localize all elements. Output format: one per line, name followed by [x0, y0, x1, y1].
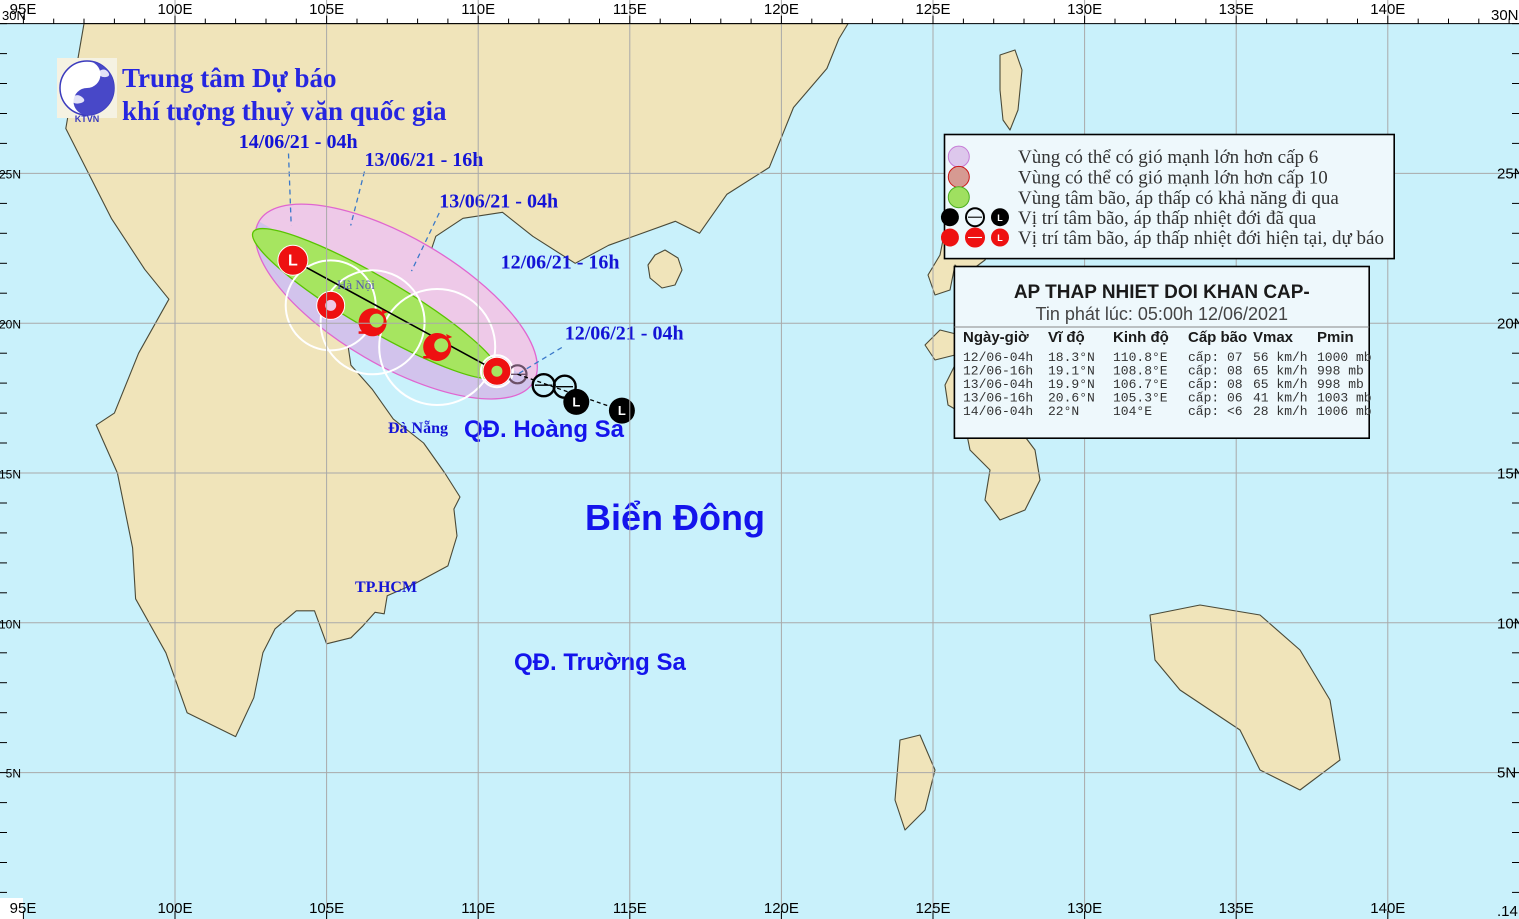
svg-text:Vmax: Vmax	[1253, 329, 1294, 346]
svg-text:L: L	[997, 233, 1003, 243]
svg-text:10N: 10N	[1497, 616, 1519, 633]
svg-text:140E: 140E	[1370, 1, 1405, 18]
svg-text:105E: 105E	[309, 1, 344, 18]
svg-text:cấp: <6: cấp: <6	[1188, 404, 1243, 419]
svg-text:20N: 20N	[1497, 316, 1519, 333]
svg-text:30N: 30N	[2, 8, 26, 23]
svg-text:KTVN: KTVN	[75, 114, 100, 124]
svg-text:110E: 110E	[461, 900, 495, 917]
svg-text:Vĩ độ: Vĩ độ	[1048, 329, 1085, 346]
svg-text:5N: 5N	[6, 767, 21, 781]
svg-text:Pmin: Pmin	[1317, 329, 1354, 346]
svg-text:Vùng có thể có gió mạnh lớn hơ: Vùng có thể có gió mạnh lớn hơn cấp 10	[1018, 168, 1328, 189]
svg-text:QĐ. Hoàng Sa: QĐ. Hoàng Sa	[464, 416, 625, 443]
svg-text:22°N: 22°N	[1048, 404, 1079, 419]
svg-text:135E: 135E	[1219, 1, 1254, 18]
svg-text:140E: 140E	[1370, 900, 1405, 917]
svg-text:Vị trí tâm bão, áp thấp nhiệt: Vị trí tâm bão, áp thấp nhiệt đới hiện t…	[1018, 228, 1384, 249]
svg-text:Biển Đông: Biển Đông	[585, 497, 765, 538]
svg-text:.14: .14	[1497, 903, 1518, 919]
svg-text:Đà Nẵng: Đà Nẵng	[388, 420, 448, 437]
svg-text:13/06/21 - 16h: 13/06/21 - 16h	[365, 149, 484, 171]
svg-text:125E: 125E	[915, 900, 950, 917]
svg-text:100E: 100E	[157, 1, 192, 18]
svg-text:L: L	[288, 253, 298, 270]
svg-text:Trung tâm Dự báo: Trung tâm Dự báo	[122, 63, 336, 93]
svg-text:L: L	[572, 395, 580, 410]
svg-text:130E: 130E	[1067, 1, 1102, 18]
svg-text:25N: 25N	[1497, 166, 1519, 183]
svg-text:Hà Nội: Hà Nội	[337, 277, 375, 292]
svg-text:95E: 95E	[10, 900, 37, 917]
svg-text:1006 mb: 1006 mb	[1317, 404, 1372, 419]
svg-text:20N: 20N	[0, 318, 21, 332]
svg-text:14/06-04h: 14/06-04h	[963, 404, 1033, 419]
svg-text:12/06/21 - 04h: 12/06/21 - 04h	[565, 323, 684, 345]
svg-text:12/06/21 - 16h: 12/06/21 - 16h	[501, 251, 620, 273]
svg-text:Ngày-giờ: Ngày-giờ	[963, 329, 1029, 346]
svg-text:130E: 130E	[1067, 900, 1102, 917]
svg-text:104°E: 104°E	[1113, 404, 1152, 419]
svg-text:Tin phát lúc: 05:00h 12/06/202: Tin phát lúc: 05:00h 12/06/2021	[1036, 304, 1289, 324]
svg-text:13/06/21 - 04h: 13/06/21 - 04h	[439, 191, 558, 213]
svg-text:28 km/h: 28 km/h	[1253, 404, 1308, 419]
svg-text:25N: 25N	[0, 168, 21, 182]
svg-text:TP.HCM: TP.HCM	[355, 579, 417, 596]
svg-text:115E: 115E	[613, 1, 647, 18]
svg-text:AP THAP NHIET DOI KHAN CAP-: AP THAP NHIET DOI KHAN CAP-	[1014, 282, 1310, 303]
svg-text:L: L	[997, 213, 1003, 223]
svg-text:Vùng có thể có gió mạnh lớn hơ: Vùng có thể có gió mạnh lớn hơn cấp 6	[1018, 147, 1318, 168]
svg-text:15N: 15N	[1497, 466, 1519, 483]
svg-text:14/06/21 - 04h: 14/06/21 - 04h	[239, 131, 358, 153]
svg-text:120E: 120E	[764, 900, 799, 917]
svg-text:105E: 105E	[309, 900, 344, 917]
svg-text:110E: 110E	[461, 1, 495, 18]
svg-text:100E: 100E	[157, 900, 192, 917]
svg-text:Cấp bão: Cấp bão	[1188, 329, 1247, 346]
svg-text:Kinh độ: Kinh độ	[1113, 329, 1169, 346]
svg-text:115E: 115E	[613, 900, 647, 917]
svg-text:khí tượng thuỷ văn quốc gia: khí tượng thuỷ văn quốc gia	[122, 96, 447, 126]
svg-text:30N: 30N	[1491, 7, 1519, 24]
svg-text:Vị trí tâm bão, áp thấp nhiệt: Vị trí tâm bão, áp thấp nhiệt đới đã qua	[1018, 208, 1317, 229]
svg-text:QĐ. Trường Sa: QĐ. Trường Sa	[514, 649, 686, 676]
svg-text:15N: 15N	[0, 468, 21, 482]
svg-text:135E: 135E	[1219, 900, 1254, 917]
svg-text:120E: 120E	[764, 1, 799, 18]
svg-text:10N: 10N	[0, 618, 21, 632]
svg-text:Vùng tâm bão, áp thấp có khả n: Vùng tâm bão, áp thấp có khả năng đi qua	[1018, 188, 1339, 209]
svg-text:125E: 125E	[915, 1, 950, 18]
